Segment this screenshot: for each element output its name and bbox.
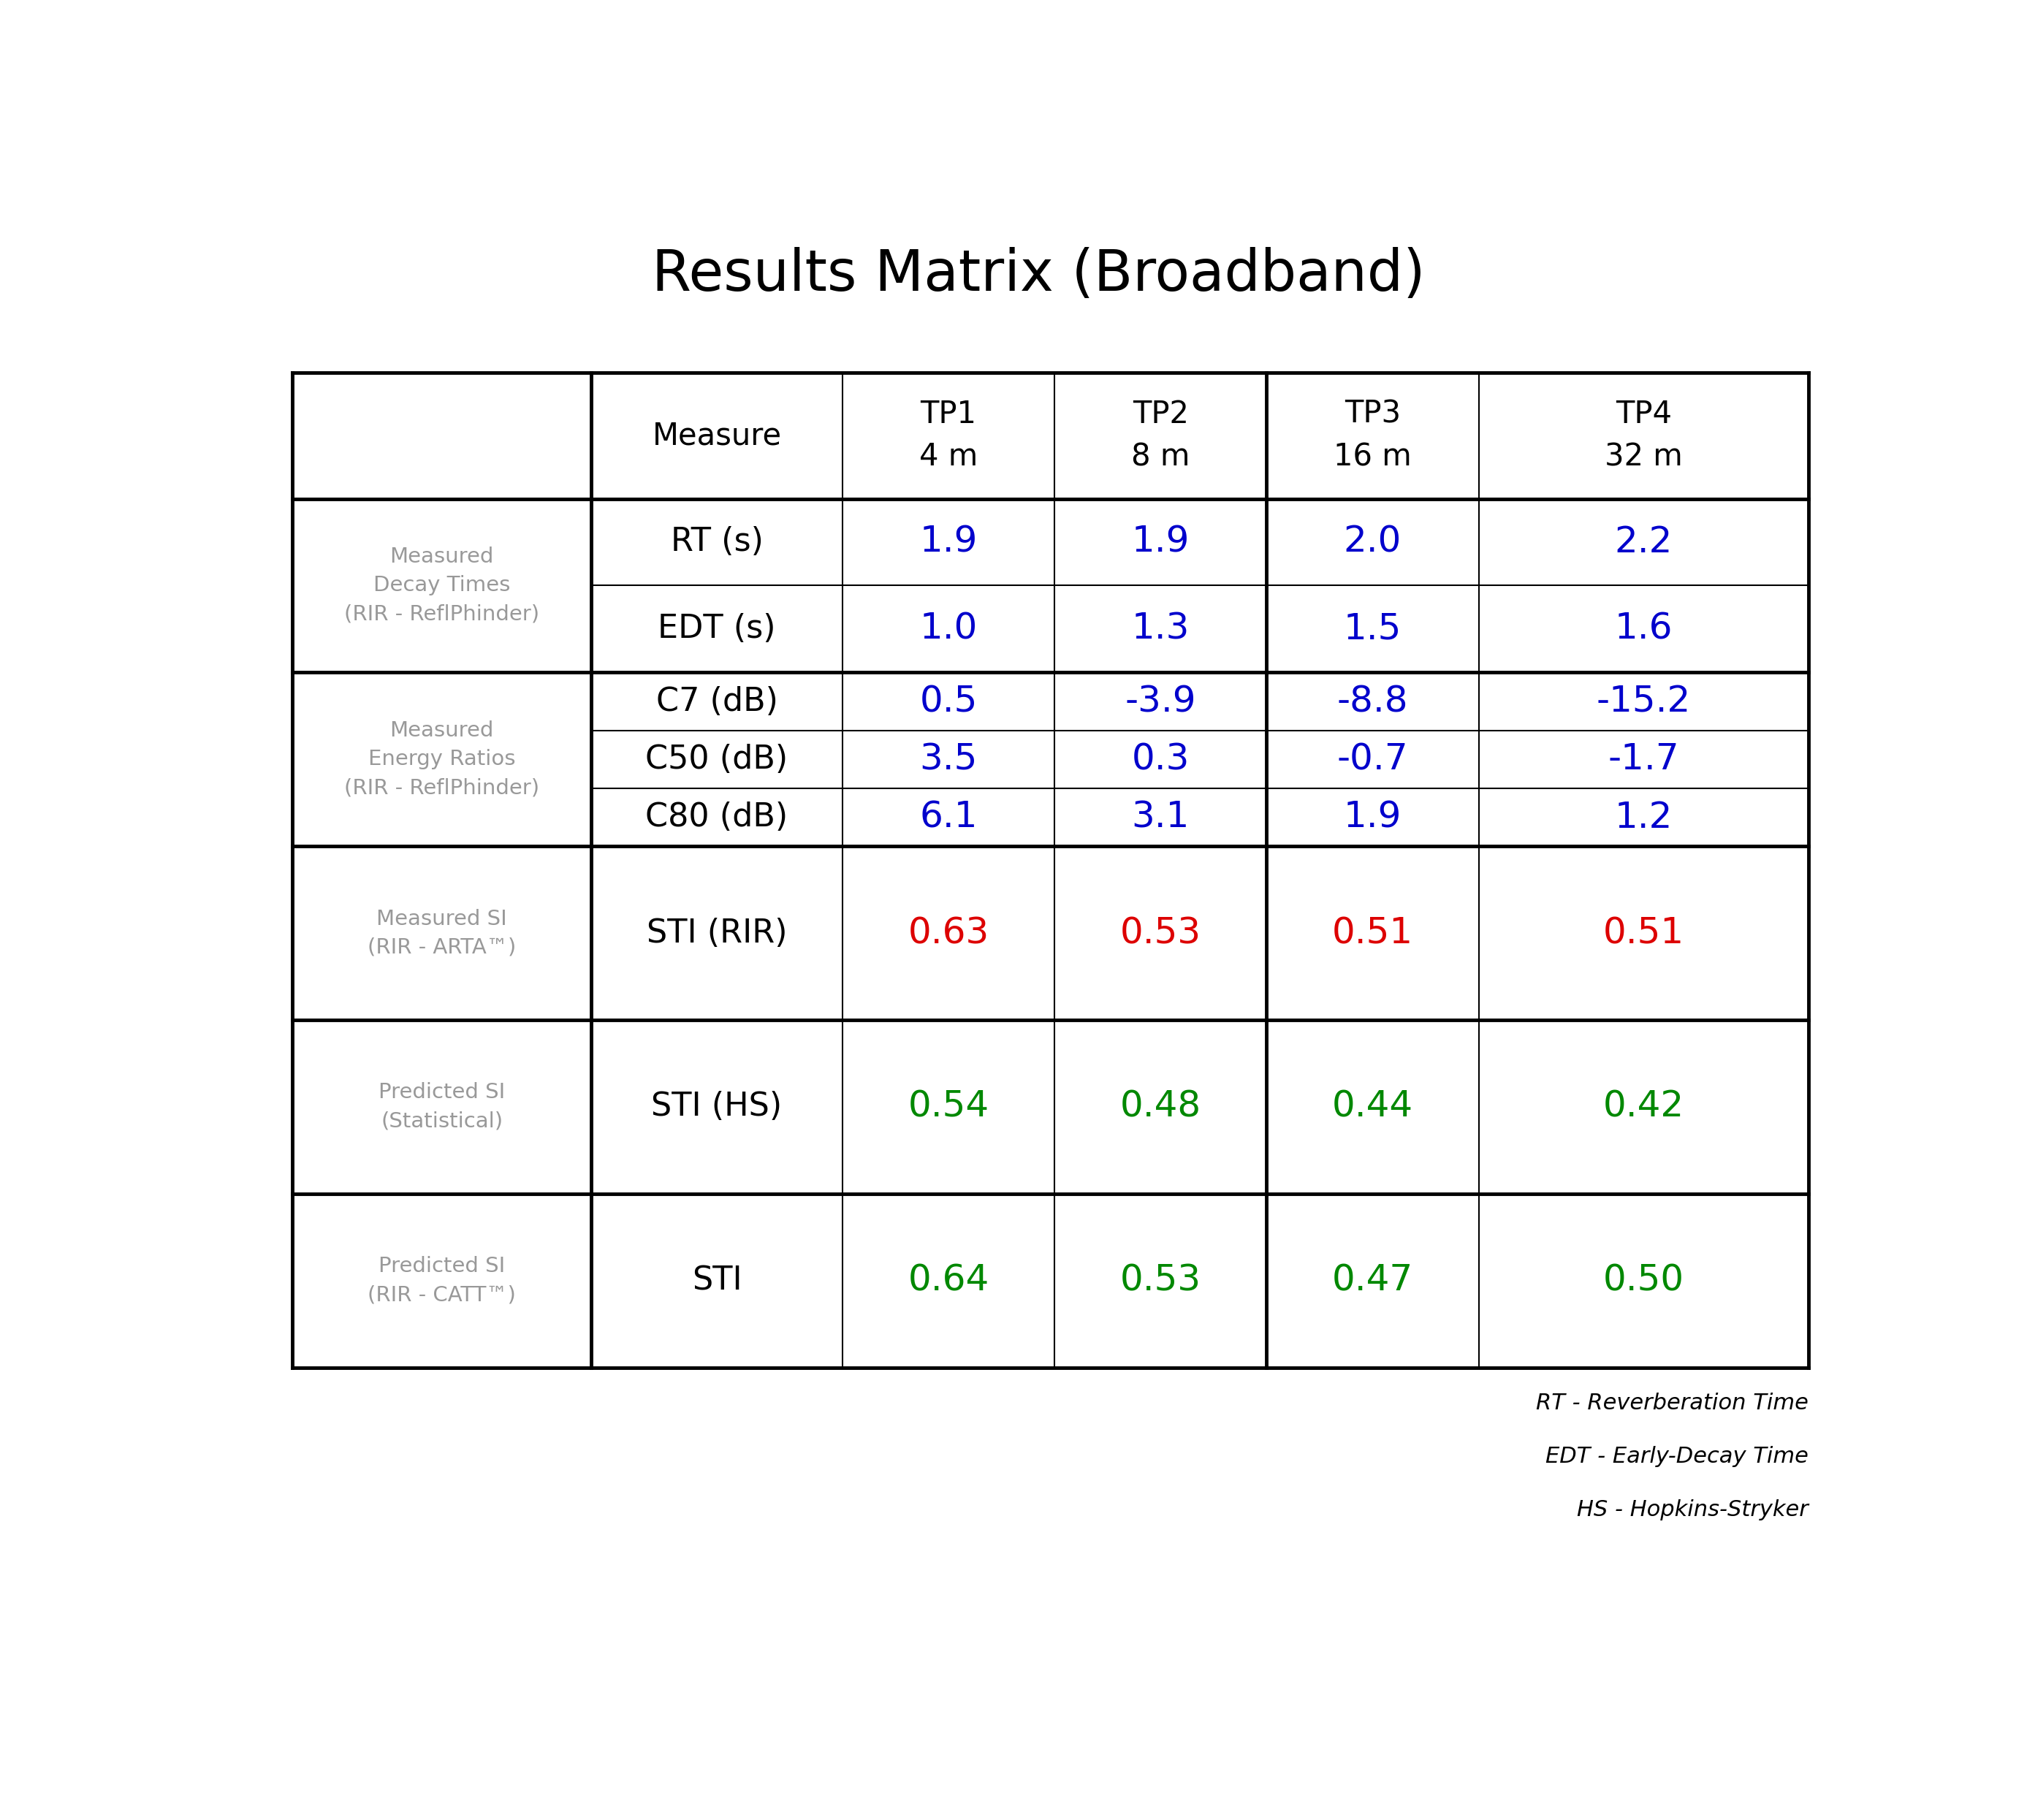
- Text: Measured
Decay Times
(RIR - ReflPhinder): Measured Decay Times (RIR - ReflPhinder): [345, 546, 539, 624]
- Text: 0.51: 0.51: [1332, 915, 1413, 950]
- Text: TP4
32 m: TP4 32 m: [1605, 399, 1682, 473]
- Text: 0.64: 0.64: [908, 1263, 989, 1298]
- Text: C50 (dB): C50 (dB): [645, 744, 789, 775]
- Text: 0.47: 0.47: [1332, 1263, 1413, 1298]
- Text: C7 (dB): C7 (dB): [657, 686, 778, 717]
- Text: 0.63: 0.63: [908, 915, 989, 950]
- Text: HS - Hopkins-Stryker: HS - Hopkins-Stryker: [1577, 1500, 1808, 1520]
- Text: Measure: Measure: [653, 420, 782, 451]
- Text: 0.54: 0.54: [908, 1090, 989, 1125]
- Text: 2.0: 2.0: [1344, 524, 1401, 561]
- Text: STI (HS): STI (HS): [651, 1092, 782, 1123]
- Text: -1.7: -1.7: [1607, 743, 1678, 777]
- Text: EDT - Early-Decay Time: EDT - Early-Decay Time: [1547, 1447, 1808, 1467]
- Text: TP1
4 m: TP1 4 m: [918, 399, 977, 473]
- Text: 3.5: 3.5: [920, 743, 977, 777]
- Text: 1.9: 1.9: [1344, 799, 1401, 835]
- Text: 1.9: 1.9: [920, 524, 977, 561]
- Text: STI (RIR): STI (RIR): [647, 917, 786, 948]
- Text: 1.6: 1.6: [1616, 612, 1672, 646]
- Text: 0.53: 0.53: [1121, 915, 1202, 950]
- Text: 0.44: 0.44: [1332, 1090, 1413, 1125]
- Text: 1.2: 1.2: [1616, 799, 1672, 835]
- Text: TP3
16 m: TP3 16 m: [1334, 399, 1411, 473]
- Text: Predicted SI
(RIR - CATT™): Predicted SI (RIR - CATT™): [367, 1256, 517, 1305]
- Text: C80 (dB): C80 (dB): [645, 801, 789, 834]
- Text: 6.1: 6.1: [920, 799, 977, 835]
- Text: RT (s): RT (s): [671, 526, 762, 559]
- Text: 0.3: 0.3: [1131, 743, 1190, 777]
- Text: Measured SI
(RIR - ARTA™): Measured SI (RIR - ARTA™): [367, 908, 517, 957]
- Text: RT - Reverberation Time: RT - Reverberation Time: [1536, 1392, 1808, 1414]
- Text: Predicted SI
(Statistical): Predicted SI (Statistical): [379, 1083, 505, 1132]
- Text: 0.42: 0.42: [1603, 1090, 1684, 1125]
- Text: 1.9: 1.9: [1131, 524, 1190, 561]
- Text: 1.5: 1.5: [1344, 612, 1401, 646]
- Text: EDT (s): EDT (s): [659, 613, 776, 644]
- Text: 0.5: 0.5: [920, 684, 977, 719]
- Text: 1.0: 1.0: [920, 612, 977, 646]
- Text: 0.50: 0.50: [1603, 1263, 1684, 1298]
- Text: -8.8: -8.8: [1338, 684, 1409, 719]
- Text: -3.9: -3.9: [1125, 684, 1196, 719]
- Text: STI: STI: [691, 1265, 742, 1296]
- Text: Measured
Energy Ratios
(RIR - ReflPhinder): Measured Energy Ratios (RIR - ReflPhinde…: [345, 721, 539, 797]
- Text: -15.2: -15.2: [1597, 684, 1691, 719]
- Text: 0.48: 0.48: [1121, 1090, 1202, 1125]
- Text: 0.51: 0.51: [1603, 915, 1684, 950]
- Text: -0.7: -0.7: [1338, 743, 1409, 777]
- Text: TP2
8 m: TP2 8 m: [1131, 399, 1190, 473]
- Text: 1.3: 1.3: [1131, 612, 1190, 646]
- Text: Results Matrix (Broadband): Results Matrix (Broadband): [653, 248, 1425, 302]
- Text: 2.2: 2.2: [1616, 524, 1672, 561]
- Text: 0.53: 0.53: [1121, 1263, 1202, 1298]
- Text: 3.1: 3.1: [1131, 799, 1190, 835]
